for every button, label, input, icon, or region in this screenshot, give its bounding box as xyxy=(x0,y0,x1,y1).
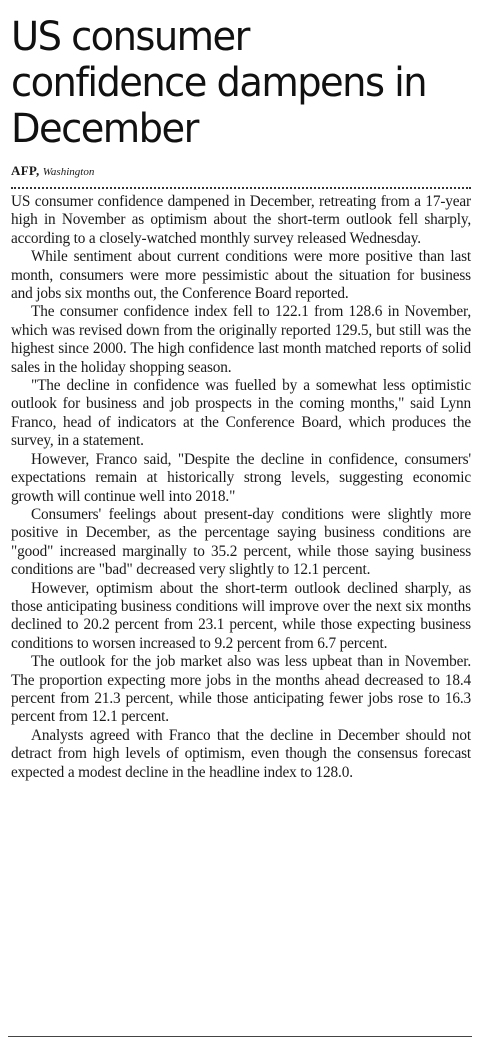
paragraph-1: US consumer confidence dampened in Decem… xyxy=(11,193,471,247)
byline: AFP, Washington xyxy=(11,163,471,180)
paragraph-2: While sentiment about current conditions… xyxy=(11,248,471,303)
news-article: US consumer confidence dampens in Decemb… xyxy=(11,14,471,782)
paragraph-3: The consumer confidence index fell to 12… xyxy=(11,303,471,376)
bottom-divider xyxy=(8,1036,472,1037)
headline: US consumer confidence dampens in Decemb… xyxy=(11,14,428,152)
byline-location: Washington xyxy=(42,166,95,178)
paragraph-6: Consumers' feelings about present-day co… xyxy=(11,505,471,579)
paragraph-8: The outlook for the job market also was … xyxy=(11,653,471,726)
byline-agency: AFP, xyxy=(11,163,40,178)
paragraph-5: However, Franco said, "Despite the decli… xyxy=(11,450,471,505)
article-body: US consumer confidence dampened in Decem… xyxy=(11,193,471,782)
paragraph-7: However, optimism about the short-term o… xyxy=(11,579,471,652)
paragraph-4: "The decline in confidence was fuelled b… xyxy=(11,377,471,450)
dotted-divider xyxy=(11,187,471,189)
paragraph-9: Analysts agreed with Franco that the dec… xyxy=(11,726,471,781)
